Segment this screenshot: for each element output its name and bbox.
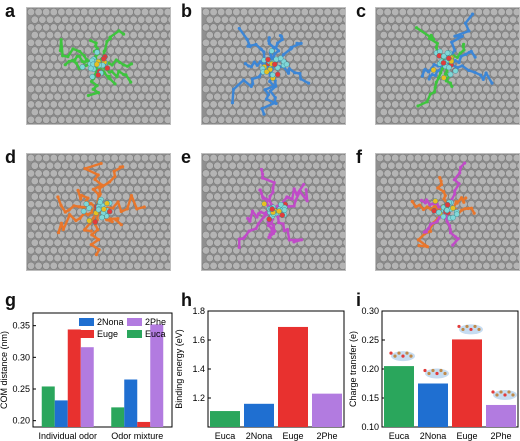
panel-label-i: i [356, 290, 362, 310]
snapshot-e [201, 153, 346, 271]
legend-label-2Phe: 2Phe [145, 317, 166, 327]
chart-i-molecule-inset [491, 389, 517, 400]
bar-Euca-1 [111, 407, 125, 427]
chart-i-xtick-label: 2Phe [490, 431, 511, 441]
chart-i-bar-Euca [384, 366, 414, 427]
snapshot-b [201, 7, 346, 125]
adsorbed-molecule [237, 167, 309, 249]
chart-i-bar-Euge [452, 339, 482, 427]
chart-h-ytick-label: 1.2 [192, 393, 205, 403]
bar-2Nona-0 [54, 400, 68, 427]
chart-i-ytick-label: 0.10 [361, 422, 379, 432]
slab-atoms [27, 154, 170, 270]
chart-g-plot-frame [32, 312, 173, 428]
panel-label-e: e [181, 147, 192, 167]
chart-h-xtick-label: Euca [215, 431, 236, 441]
legend-swatch-2Nona [79, 318, 94, 326]
chart-g-xtick-label: Odor mixture [111, 431, 163, 441]
chart-h-bar-2Nona [244, 403, 274, 427]
chart-h-xtick-label: 2Phe [316, 431, 337, 441]
slab-atoms [376, 8, 519, 124]
panel-label-h: h [181, 290, 192, 310]
adsorbed-molecule [58, 29, 134, 98]
chart-h-ylabel: Binding energy (eV) [174, 329, 184, 409]
chart-i-charge-transfer: 0.10 0.15 0.20 0.25 0.30 Charge transfer (e) E… [348, 288, 520, 441]
adsorbed-molecule [410, 161, 476, 249]
chart-h-xtick-label: 2Nona [246, 431, 273, 441]
chart-i-ytick-label: 0.25 [361, 335, 379, 345]
chart-i-ytick-label: 0.30 [361, 306, 379, 316]
chart-i-ytick-label: 0.20 [361, 364, 379, 374]
legend-label-Euge: Euge [97, 329, 118, 339]
chart-h-svg: 1.2 1.4 1.6 1.8 Binding energy (eV) Euca 2Nona… [174, 306, 345, 441]
chart-h-ytick-label: 1.4 [192, 364, 205, 374]
chart-i-xtick-label: 2Nona [420, 431, 447, 441]
chart-h-bar-2Phe [312, 393, 342, 427]
bar-Euca-0 [41, 386, 55, 427]
bar-2Phe-1 [150, 324, 164, 427]
panel-label-c: c [356, 1, 367, 21]
chart-h-binding-energy: 1.2 1.4 1.6 1.8 Binding energy (eV) Euca 2Nona… [174, 288, 348, 441]
chart-g-ylabel: COM distance (nm) [0, 331, 9, 409]
chart-h-ytick-label: 1.6 [192, 335, 205, 345]
chart-g-ytick-label: 0.25 [12, 384, 30, 394]
chart-i-xtick-label: Euca [389, 431, 410, 441]
chart-i-bar-2Phe [486, 404, 516, 427]
panel-label-a: a [5, 1, 16, 21]
adsorbed-molecule [56, 161, 146, 257]
legend-label-2Nona: 2Nona [97, 317, 124, 327]
panel-label-b: b [181, 1, 192, 21]
bar-2Nona-1 [124, 379, 138, 427]
legend-swatch-Euge [79, 330, 94, 338]
chart-i-molecule-inset [423, 368, 449, 379]
chart-h-ytick-label: 1.8 [192, 306, 205, 316]
chart-g-ytick-label: 0.20 [12, 416, 30, 426]
chart-i-bar-2Nona [418, 383, 448, 427]
legend-label-Euca: Euca [145, 329, 166, 339]
chart-h-bar-Euge [278, 326, 308, 427]
snapshot-c [375, 7, 520, 125]
adsorbed-molecule [230, 26, 311, 116]
chart-h-bar-Euca [210, 411, 240, 427]
chart-i-svg: 0.10 0.15 0.20 0.25 0.30 Charge transfer (e) E… [348, 306, 519, 441]
chart-i-ytick-label: 0.15 [361, 393, 379, 403]
chart-i-xtick-label: Euge [456, 431, 477, 441]
chart-g-ytick-label: 0.35 [12, 321, 30, 331]
bar-Euge-1 [137, 421, 151, 427]
chart-i-molecule-inset [457, 324, 483, 335]
bar-2Phe-0 [80, 347, 94, 427]
slab-atoms [202, 154, 345, 270]
chart-g-com-distance: 0.20 0.25 0.30 0.35 COM distance (nm) Individ… [0, 288, 174, 441]
chart-i-ylabel: Charge transfer (e) [348, 331, 358, 407]
snapshot-d [26, 153, 171, 271]
panel-label-f: f [356, 147, 362, 167]
snapshot-f [375, 153, 520, 271]
chart-i-molecule-inset [389, 351, 415, 362]
legend-swatch-Euca [127, 330, 142, 338]
panel-label-g: g [5, 290, 16, 310]
bar-Euge-0 [67, 329, 81, 427]
chart-g-ytick-label: 0.30 [12, 352, 30, 362]
panel-label-d: d [5, 147, 16, 167]
chart-h-xtick-label: Euge [282, 431, 303, 441]
adsorbed-molecule [414, 12, 494, 108]
chart-g-xtick-label: Individual odor [38, 431, 97, 441]
snapshot-a [26, 7, 171, 125]
legend-swatch-2Phe [127, 318, 142, 326]
